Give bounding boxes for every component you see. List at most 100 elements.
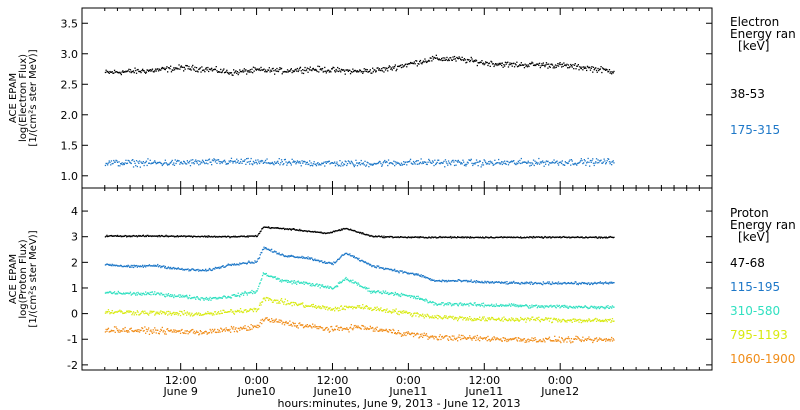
- data-point: [244, 159, 246, 161]
- data-point: [355, 231, 357, 233]
- data-point: [435, 336, 437, 338]
- data-point: [599, 320, 601, 323]
- data-point: [170, 266, 172, 269]
- data-point: [375, 163, 377, 165]
- data-point: [490, 304, 492, 307]
- data-point: [528, 318, 530, 320]
- data-point: [151, 291, 154, 293]
- data-point: [186, 296, 188, 298]
- data-point: [180, 268, 182, 270]
- data-point: [482, 62, 485, 64]
- data-point: [171, 294, 173, 296]
- data-point: [256, 68, 258, 70]
- data-point: [265, 317, 267, 319]
- data-point: [434, 280, 436, 282]
- data-point: [167, 236, 170, 238]
- data-point: [588, 336, 590, 338]
- data-point: [220, 328, 223, 330]
- data-point: [110, 292, 113, 294]
- data-point: [251, 68, 253, 70]
- x-tick-label: 0:00: [396, 374, 421, 387]
- data-point: [498, 281, 500, 283]
- data-point: [352, 163, 354, 165]
- data-point: [418, 337, 420, 339]
- data-point: [578, 321, 580, 323]
- data-point: [312, 68, 314, 70]
- data-point: [332, 263, 334, 266]
- data-point: [594, 318, 596, 320]
- data-point: [261, 278, 263, 280]
- data-point: [573, 163, 575, 166]
- data-point: [362, 72, 364, 74]
- data-point: [490, 282, 492, 284]
- data-point: [316, 283, 318, 285]
- data-point: [393, 160, 395, 162]
- data-point: [283, 321, 285, 324]
- data-point: [546, 318, 548, 321]
- data-point: [470, 158, 472, 160]
- data-point: [284, 71, 286, 73]
- data-point: [460, 302, 462, 304]
- data-point: [397, 236, 399, 238]
- data-point: [230, 297, 232, 299]
- data-point: [285, 280, 287, 282]
- data-point: [411, 62, 413, 64]
- data-point: [392, 66, 394, 68]
- data-point: [567, 236, 570, 238]
- data-point: [121, 71, 123, 73]
- data-point: [548, 317, 550, 319]
- data-point: [382, 267, 384, 269]
- data-point: [323, 70, 325, 73]
- data-point: [402, 236, 404, 238]
- data-point: [469, 302, 471, 305]
- data-point: [471, 162, 473, 164]
- data-point: [528, 162, 530, 164]
- data-point: [441, 302, 443, 304]
- data-point: [201, 332, 204, 334]
- data-point: [369, 235, 371, 237]
- data-point: [336, 70, 338, 72]
- data-point: [396, 312, 398, 314]
- data-point: [554, 305, 556, 307]
- data-point: [332, 288, 334, 290]
- data-point: [326, 306, 328, 308]
- data-point: [416, 333, 418, 335]
- data-point: [170, 329, 172, 331]
- data-point: [129, 162, 132, 164]
- data-point: [504, 339, 506, 342]
- data-point: [232, 162, 234, 164]
- data-point: [270, 227, 272, 230]
- data-point: [529, 318, 532, 320]
- data-point: [606, 321, 608, 323]
- data-point: [273, 319, 275, 321]
- data-point: [280, 299, 282, 301]
- data-point: [228, 296, 230, 299]
- data-point: [412, 236, 414, 239]
- data-point: [246, 73, 248, 75]
- data-point: [570, 342, 572, 344]
- data-point: [524, 63, 526, 65]
- data-point: [183, 66, 185, 69]
- data-point: [474, 335, 476, 337]
- data-point: [519, 340, 521, 342]
- data-point: [133, 264, 135, 266]
- data-point: [579, 319, 582, 321]
- data-point: [174, 159, 176, 161]
- data-point: [196, 331, 198, 333]
- data-point: [519, 159, 521, 162]
- data-point: [192, 315, 194, 317]
- data-point: [412, 335, 415, 338]
- data-point: [362, 287, 365, 289]
- data-point: [328, 308, 330, 310]
- data-point: [152, 162, 154, 164]
- data-point: [549, 339, 551, 341]
- data-point: [388, 293, 390, 295]
- data-point: [316, 306, 318, 308]
- data-point: [611, 305, 614, 307]
- data-point: [579, 236, 582, 238]
- data-point: [164, 235, 166, 238]
- data-point: [501, 340, 503, 342]
- data-point: [170, 294, 172, 296]
- data-point: [238, 235, 240, 238]
- data-point: [461, 236, 463, 238]
